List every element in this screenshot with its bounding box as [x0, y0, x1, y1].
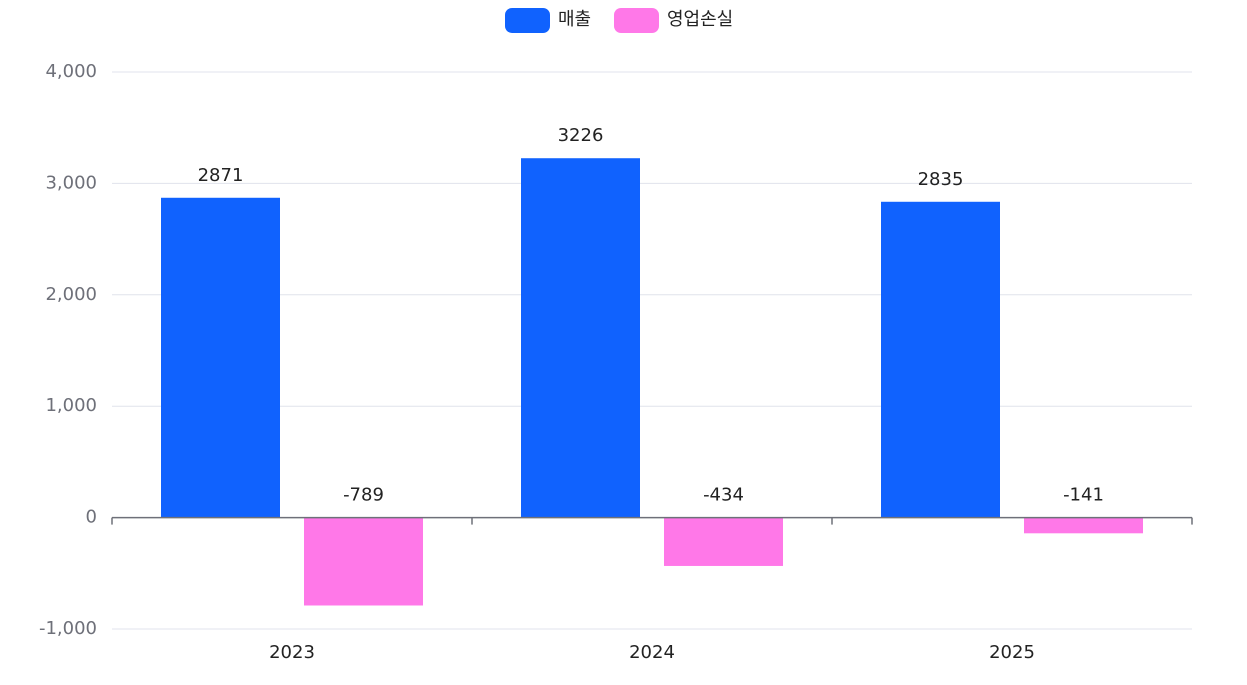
- data-label: -434: [703, 485, 744, 506]
- bar-operating-loss[interactable]: [304, 517, 423, 606]
- y-tick-label: 0: [86, 507, 97, 528]
- data-label: 2871: [198, 165, 244, 186]
- y-axis: -1,000 0 1,000 2,000 3,000 4,000: [39, 61, 97, 639]
- gridlines: [112, 71, 1192, 630]
- data-label: 2835: [918, 169, 964, 190]
- bar-revenue[interactable]: [161, 197, 280, 518]
- bar-operating-loss[interactable]: [1024, 517, 1143, 534]
- y-tick-label: 2,000: [45, 284, 97, 305]
- legend-label: 매출: [558, 9, 591, 30]
- bar-revenue[interactable]: [881, 201, 1000, 518]
- data-labels: 2871 3226 2835 -789 -434 -141: [198, 125, 1104, 505]
- legend-label: 영업손실: [667, 9, 733, 30]
- x-tick-label: 2024: [629, 642, 675, 663]
- y-tick-label: 3,000: [45, 172, 97, 193]
- data-label: -141: [1063, 485, 1104, 506]
- x-tick-label: 2023: [269, 642, 315, 663]
- bar-revenue[interactable]: [521, 158, 640, 518]
- x-axis: 2023 2024 2025: [111, 516, 1193, 663]
- y-tick-label: 1,000: [45, 395, 97, 416]
- legend-item-revenue[interactable]: 매출: [505, 8, 591, 33]
- data-label: -789: [343, 485, 384, 506]
- y-tick-label: -1,000: [39, 618, 97, 639]
- legend-swatch: [505, 8, 550, 33]
- data-label: 3226: [558, 125, 604, 146]
- bar-operating-loss[interactable]: [664, 517, 783, 566]
- y-tick-label: 4,000: [45, 61, 97, 82]
- bars: [161, 158, 1143, 606]
- legend[interactable]: 매출 영업손실: [505, 8, 733, 33]
- legend-swatch: [614, 8, 659, 33]
- x-tick-label: 2025: [989, 642, 1035, 663]
- legend-item-operating-loss[interactable]: 영업손실: [614, 8, 733, 33]
